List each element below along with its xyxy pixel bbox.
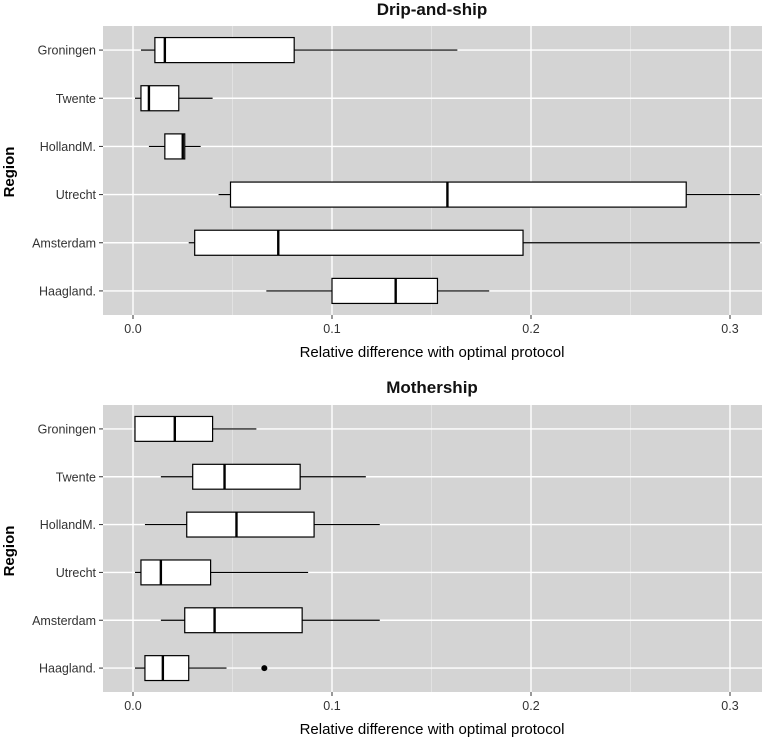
iqr-box bbox=[192, 463, 301, 490]
plot-background bbox=[103, 405, 762, 692]
box-groningen bbox=[140, 36, 458, 64]
iqr-box bbox=[194, 229, 524, 256]
x-tick-label: 0.0 bbox=[124, 322, 141, 336]
iqr-box bbox=[331, 277, 439, 305]
x-tick-label: 0.3 bbox=[721, 322, 738, 336]
x-axis-label: Relative difference with optimal protoco… bbox=[300, 721, 565, 738]
iqr-box bbox=[164, 133, 186, 160]
y-tick-label: Twente bbox=[56, 470, 96, 484]
y-axis-label: Region bbox=[1, 147, 18, 198]
box-amsterdam bbox=[188, 229, 760, 256]
y-tick-label: Haagland. bbox=[39, 662, 96, 676]
box-hollandm bbox=[148, 133, 201, 160]
y-tick-label: HollandM. bbox=[40, 140, 96, 154]
iqr-box bbox=[144, 655, 190, 682]
x-tick-label: 0.2 bbox=[522, 322, 539, 336]
y-tick-label: Amsterdam bbox=[32, 236, 96, 250]
y-tick-label: Twente bbox=[56, 92, 96, 106]
box-utrecht bbox=[218, 181, 760, 208]
box-twente bbox=[160, 463, 366, 490]
iqr-box bbox=[140, 85, 180, 112]
plot-background bbox=[103, 26, 762, 315]
box-amsterdam bbox=[160, 607, 380, 634]
iqr-box bbox=[229, 181, 687, 208]
x-tick-label: 0.1 bbox=[323, 699, 340, 713]
box-haagland bbox=[266, 277, 490, 305]
outlier-point bbox=[261, 665, 268, 672]
y-tick-label: Groningen bbox=[38, 44, 96, 58]
iqr-box bbox=[186, 511, 315, 538]
x-tick-label: 0.2 bbox=[522, 699, 539, 713]
y-axis-label: Region bbox=[1, 526, 18, 577]
x-axis-label: Relative difference with optimal protoco… bbox=[300, 344, 565, 361]
panel-drip-and-ship: Drip-and-ship Relative difference with o… bbox=[1, 0, 762, 361]
box-twente bbox=[134, 85, 213, 112]
iqr-box bbox=[184, 607, 303, 634]
x-tick-label: 0.3 bbox=[721, 699, 738, 713]
box-groningen bbox=[134, 415, 257, 442]
y-tick-label: Groningen bbox=[38, 422, 96, 436]
y-tick-label: Utrecht bbox=[56, 566, 97, 580]
iqr-box bbox=[140, 559, 212, 586]
iqr-box bbox=[154, 36, 295, 64]
box-utrecht bbox=[134, 559, 309, 586]
box-hollandm bbox=[144, 511, 380, 538]
panel-mothership: Mothership Relative difference with opti… bbox=[1, 378, 762, 738]
y-tick-label: HollandM. bbox=[40, 518, 96, 532]
x-tick-label: 0.1 bbox=[323, 322, 340, 336]
panel-title: Mothership bbox=[386, 378, 478, 397]
y-tick-label: Utrecht bbox=[56, 188, 97, 202]
y-tick-label: Haagland. bbox=[39, 284, 96, 298]
x-tick-label: 0.0 bbox=[124, 699, 141, 713]
y-tick-label: Amsterdam bbox=[32, 614, 96, 628]
panel-title: Drip-and-ship bbox=[377, 0, 488, 19]
box-haagland bbox=[134, 655, 268, 682]
